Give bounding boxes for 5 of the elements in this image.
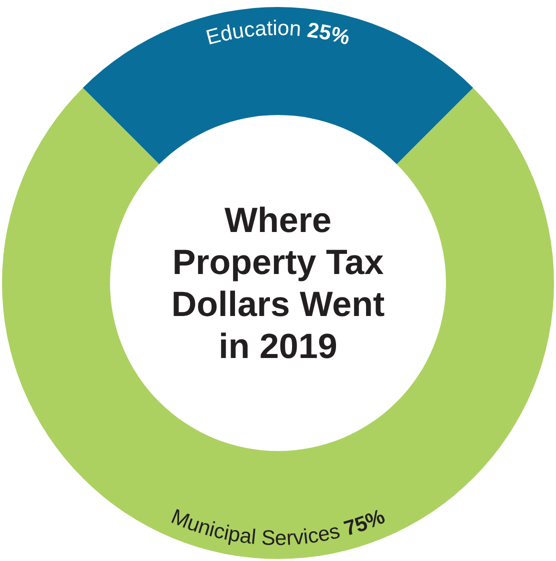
text: Where Property Tax Dollars Went in 2019 — [171, 201, 385, 366]
donut-slice — [2, 88, 554, 558]
slice-label: Education — [204, 16, 302, 50]
donut-slice — [82, 8, 474, 164]
data-label: 25% — [300, 18, 352, 50]
